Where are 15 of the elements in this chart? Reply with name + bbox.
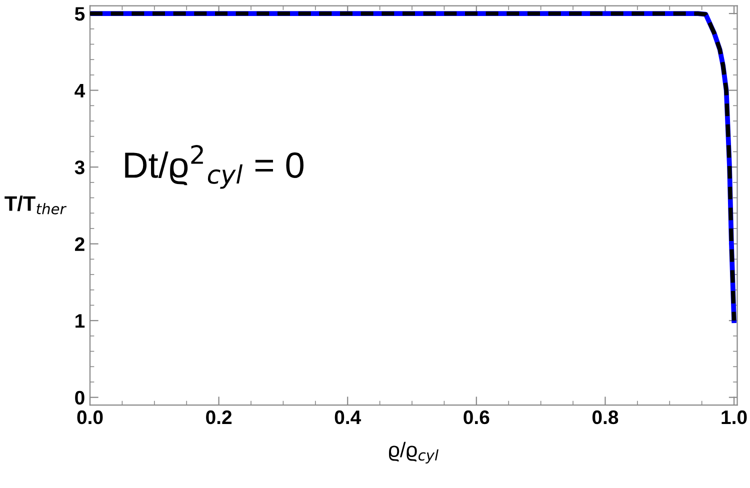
y-tick-label: 5: [74, 7, 85, 21]
y-tick-label: 0: [75, 390, 84, 405]
x-tick-label: 0.2: [206, 410, 232, 424]
x-axis-title: ϱ/ϱ$_{cyl}$: [388, 442, 438, 464]
x-tick-label: 0.4: [334, 410, 362, 424]
y-tick-label: 1: [76, 314, 85, 328]
annotation: Dt/ϱ$^{2}$$_{cyl}$ = 0: [125, 145, 304, 189]
x-tick-label: 0.8: [592, 410, 618, 424]
x-tick-label: 0.6: [464, 410, 490, 424]
y-tick-label: 3: [74, 160, 84, 174]
y-axis-title: T/T$_{ther}$: [4, 196, 67, 214]
x-tick-label: 1.0: [722, 410, 747, 424]
y-tick-label: 4: [74, 84, 86, 98]
x-tick-label: 0.0: [77, 410, 103, 424]
y-tick-label: 2: [75, 237, 84, 251]
